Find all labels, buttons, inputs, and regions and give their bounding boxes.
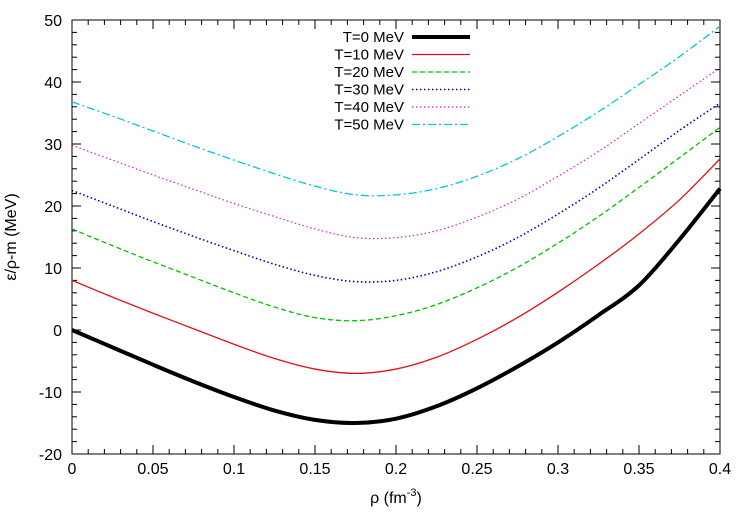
legend-label: T=20 MeV xyxy=(334,64,404,81)
series-line-3 xyxy=(71,126,721,322)
legend-label: T=10 MeV xyxy=(334,47,404,64)
y-tick-label: -20 xyxy=(39,447,62,464)
series-line-1 xyxy=(71,187,722,426)
y-tick-label: 30 xyxy=(44,137,62,154)
y-tick-label: 20 xyxy=(44,199,62,216)
legend-label: T=30 MeV xyxy=(334,82,404,99)
axis-ticks xyxy=(71,19,721,455)
y-tick-labels: -20 -10 0 10 20 30 40 50 xyxy=(39,13,62,464)
legend-label: T=0 MeV xyxy=(343,29,404,46)
x-tick-labels: 0 0.05 0.1 0.15 0.2 0.25 0.3 0.35 0.4 xyxy=(68,461,732,478)
x-tick-label: 0 xyxy=(68,461,77,478)
series-line-5 xyxy=(71,67,721,240)
y-tick-label: 40 xyxy=(44,75,62,92)
legend-label: T=40 MeV xyxy=(334,99,404,116)
series-line-6 xyxy=(71,25,721,197)
x-tick-label: 0.25 xyxy=(461,461,492,478)
series-line-4 xyxy=(71,102,721,283)
y-tick-label: 50 xyxy=(44,13,62,30)
x-tick-label: 0.15 xyxy=(299,461,330,478)
series-lines xyxy=(71,25,722,426)
x-tick-label: 0.35 xyxy=(623,461,654,478)
x-tick-label: 0.3 xyxy=(547,461,569,478)
y-tick-label: 0 xyxy=(53,323,62,340)
x-tick-label: 0.2 xyxy=(385,461,407,478)
x-tick-label: 0.1 xyxy=(223,461,245,478)
y-tick-label: -10 xyxy=(39,385,62,402)
x-tick-label: 0.4 xyxy=(709,461,731,478)
series-line-2 xyxy=(71,158,721,375)
legend-label: T=50 MeV xyxy=(334,117,404,134)
y-axis-label: ε/ρ-m (MeV) xyxy=(3,193,20,280)
x-axis-label: ρ (fm-3) xyxy=(370,487,422,507)
x-tick-label: 0.05 xyxy=(137,461,168,478)
y-tick-label: 10 xyxy=(44,261,62,278)
